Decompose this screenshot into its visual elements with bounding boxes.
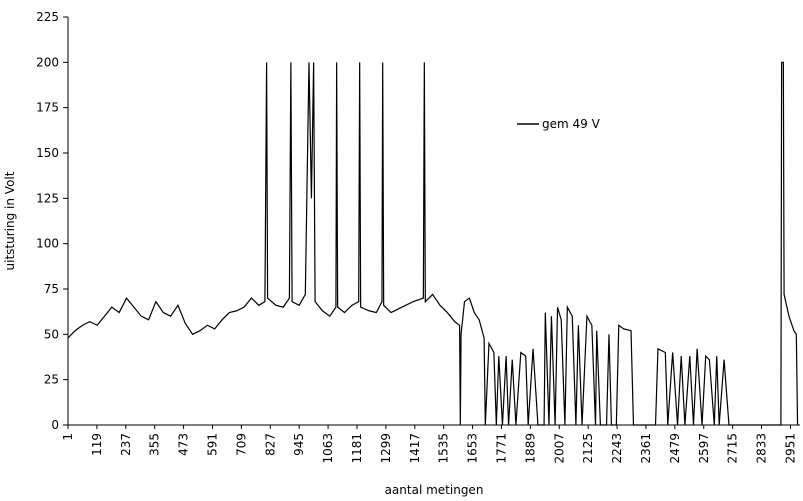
x-tick-label: 1181	[350, 433, 364, 464]
x-tick-label: 237	[119, 433, 133, 456]
y-tick-label: 75	[44, 282, 59, 296]
x-tick-label: 1	[61, 433, 75, 441]
legend-label: gem 49 V	[542, 117, 601, 131]
y-axis-label: uitsturing in Volt	[3, 171, 17, 270]
x-tick-label: 1653	[466, 433, 480, 464]
y-tick-label: 50	[44, 327, 59, 341]
y-tick-label: 200	[36, 55, 59, 69]
x-tick-label: 1063	[321, 433, 335, 464]
x-tick-label: 2597	[697, 433, 711, 464]
x-tick-label: 2479	[668, 433, 682, 464]
data-line	[67, 61, 799, 426]
x-axis-label: aantal metingen	[385, 483, 484, 497]
x-tick-label: 2125	[581, 433, 595, 464]
x-tick-label: 119	[90, 433, 104, 456]
x-tick-label: 945	[292, 433, 306, 456]
y-tick-label: 0	[51, 418, 59, 432]
x-tick-label: 2007	[552, 433, 566, 464]
y-tick-label: 150	[36, 146, 59, 160]
y-tick-label: 100	[36, 237, 59, 251]
x-tick-label: 473	[177, 433, 191, 456]
x-tick-label: 2833	[755, 433, 769, 464]
x-tick-label: 1417	[408, 433, 422, 464]
x-tick-label: 591	[205, 433, 219, 456]
y-tick-label: 175	[36, 101, 59, 115]
x-tick-label: 355	[148, 433, 162, 456]
y-tick-label: 225	[36, 10, 59, 24]
y-tick-label: 25	[44, 373, 59, 387]
x-tick-label: 709	[234, 433, 248, 456]
x-tick-label: 2243	[610, 433, 624, 464]
x-tick-label: 1771	[494, 433, 508, 464]
x-tick-label: 1535	[437, 433, 451, 464]
x-tick-label: 1299	[379, 433, 393, 464]
x-tick-label: 2951	[783, 433, 797, 464]
x-tick-label: 2715	[726, 433, 740, 464]
x-tick-label: 1889	[523, 433, 537, 464]
x-tick-label: 2361	[639, 433, 653, 464]
x-tick-label: 827	[263, 433, 277, 456]
y-tick-label: 125	[36, 191, 59, 205]
